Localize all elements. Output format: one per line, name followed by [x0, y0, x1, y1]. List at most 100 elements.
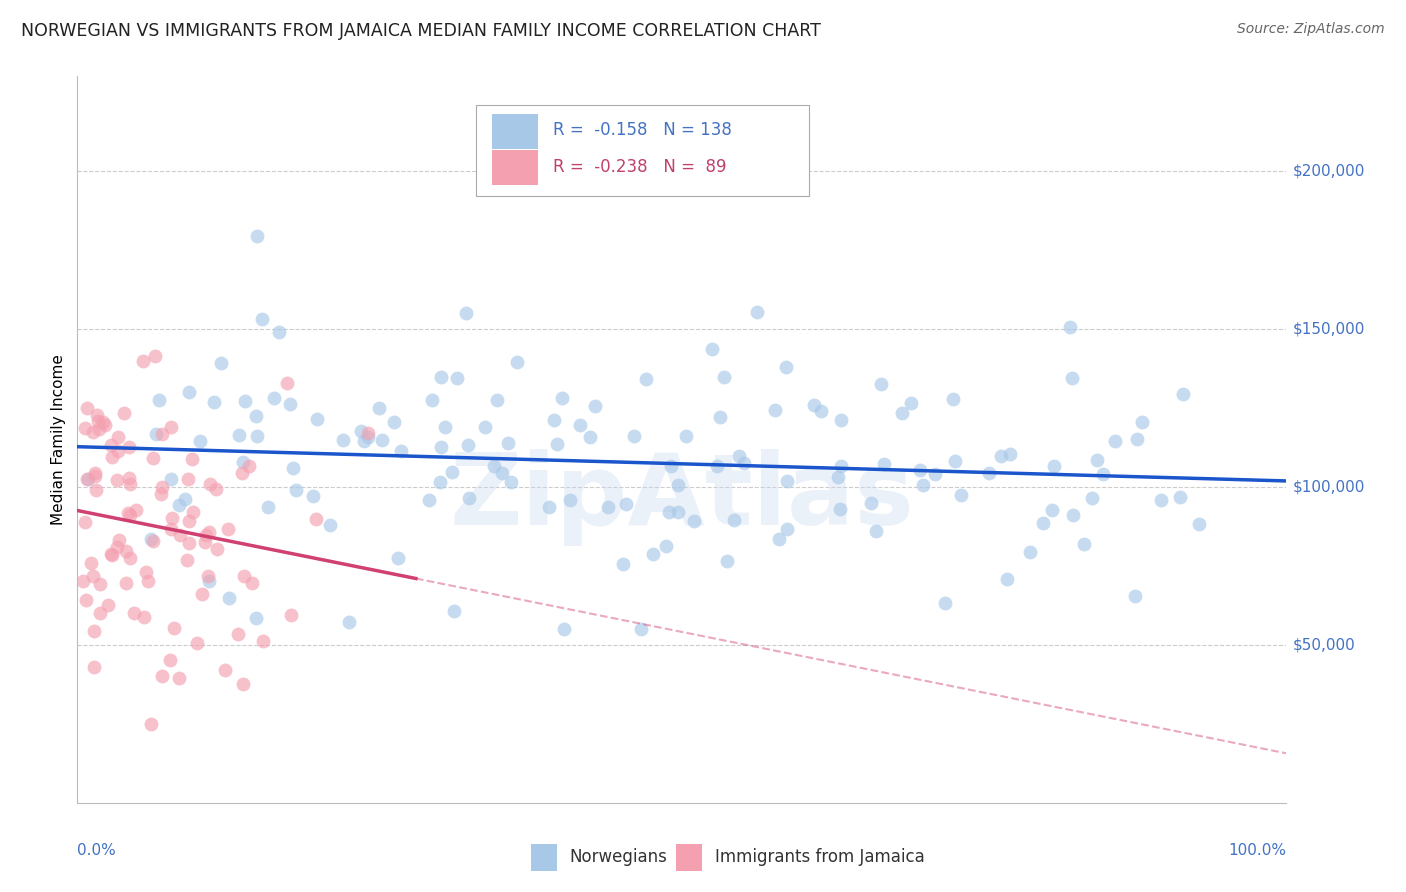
Point: [382, 415, 405, 429]
Point: [546, 437, 568, 451]
Text: $50,000: $50,000: [1292, 637, 1355, 652]
Point: [430, 441, 453, 455]
Point: [97, 598, 120, 612]
Point: [912, 478, 935, 492]
Point: [232, 455, 254, 469]
Point: [485, 392, 508, 407]
Point: [709, 409, 731, 424]
Point: [612, 557, 634, 571]
Point: [827, 469, 849, 483]
Text: Source: ZipAtlas.com: Source: ZipAtlas.com: [1237, 22, 1385, 37]
Point: [228, 428, 250, 442]
Point: [949, 488, 972, 502]
Point: [209, 356, 232, 370]
Point: [659, 458, 682, 473]
Point: [86, 408, 108, 422]
Point: [1171, 387, 1194, 401]
Point: [142, 533, 165, 548]
Point: [197, 574, 219, 588]
Point: [89, 577, 111, 591]
Point: [482, 459, 505, 474]
Point: [107, 444, 129, 458]
Point: [776, 474, 799, 488]
Point: [716, 554, 738, 568]
Point: [257, 500, 280, 514]
Point: [655, 539, 678, 553]
Point: [135, 565, 157, 579]
Point: [457, 438, 479, 452]
Point: [538, 500, 561, 514]
Point: [728, 449, 751, 463]
Point: [145, 427, 167, 442]
Point: [197, 524, 219, 539]
Text: $100,000: $100,000: [1292, 479, 1365, 494]
Point: [319, 517, 342, 532]
Point: [89, 607, 111, 621]
Point: [280, 607, 302, 622]
Point: [163, 621, 186, 635]
Point: [683, 514, 706, 528]
Point: [143, 349, 166, 363]
Point: [830, 458, 852, 473]
Point: [169, 671, 191, 685]
Point: [418, 492, 440, 507]
Point: [82, 425, 104, 439]
Point: [979, 466, 1001, 480]
Point: [233, 393, 256, 408]
Point: [1150, 492, 1173, 507]
Point: [706, 459, 728, 474]
Point: [1073, 537, 1095, 551]
Point: [357, 430, 380, 444]
Point: [307, 412, 329, 426]
Point: [115, 544, 138, 558]
Point: [107, 429, 129, 443]
Point: [666, 505, 689, 519]
Point: [73, 516, 96, 530]
Point: [186, 636, 208, 650]
Point: [197, 569, 219, 583]
Point: [1040, 502, 1063, 516]
Point: [498, 435, 520, 450]
Point: [159, 472, 181, 486]
Point: [112, 407, 135, 421]
Point: [1018, 545, 1040, 559]
Point: [267, 326, 290, 340]
Point: [246, 229, 269, 244]
Point: [150, 480, 173, 494]
Point: [245, 409, 267, 424]
Point: [350, 424, 373, 438]
Point: [93, 418, 115, 433]
Point: [84, 483, 107, 498]
Point: [180, 452, 202, 467]
Point: [177, 536, 200, 550]
Point: [1080, 491, 1102, 505]
FancyBboxPatch shape: [477, 105, 808, 195]
Point: [387, 550, 409, 565]
Point: [252, 633, 274, 648]
Point: [1062, 508, 1084, 522]
Point: [474, 420, 496, 434]
Point: [429, 475, 451, 489]
Point: [159, 420, 181, 434]
Text: ZipAtlas: ZipAtlas: [450, 449, 914, 546]
Point: [183, 505, 205, 519]
Point: [1032, 516, 1054, 531]
Point: [167, 498, 190, 512]
Text: 100.0%: 100.0%: [1229, 843, 1286, 858]
Point: [1091, 467, 1114, 481]
Point: [666, 477, 689, 491]
Point: [285, 483, 308, 497]
Point: [191, 587, 214, 601]
Point: [713, 369, 735, 384]
Point: [443, 604, 465, 618]
Bar: [676, 844, 703, 871]
Point: [733, 456, 755, 470]
Point: [105, 540, 128, 554]
Point: [250, 312, 273, 326]
Point: [1059, 319, 1081, 334]
Point: [177, 472, 200, 486]
Point: [553, 622, 575, 636]
Point: [458, 491, 481, 506]
Point: [246, 429, 269, 443]
Point: [569, 418, 592, 433]
